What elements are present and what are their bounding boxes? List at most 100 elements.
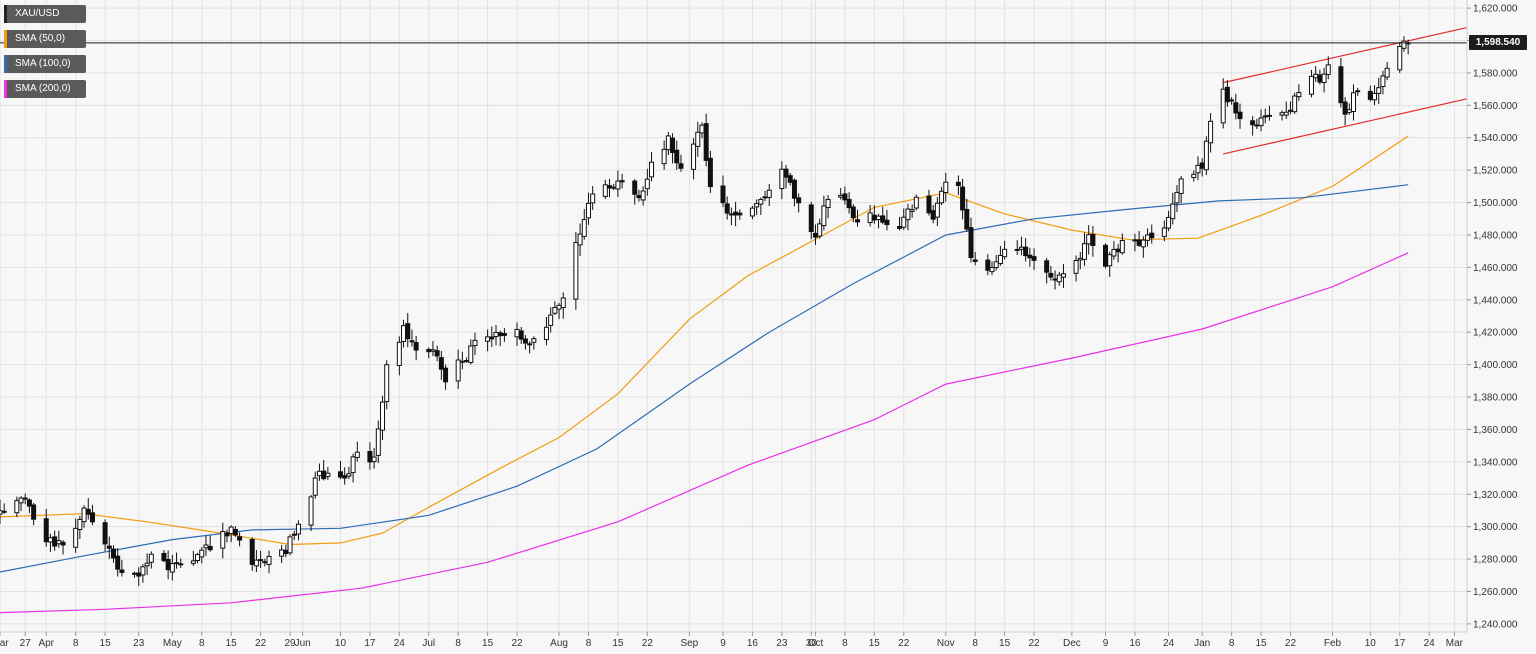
candle (955, 175, 961, 196)
candle-body (1178, 178, 1184, 194)
candle-body (413, 342, 419, 351)
x-tick-label: 8 (586, 638, 592, 649)
candle (295, 520, 301, 541)
candle-body (1031, 256, 1037, 261)
legend-item-xauusd[interactable]: XAU/USD (4, 5, 86, 23)
y-tick-label: 1,300.000 (1473, 522, 1518, 533)
candle (1338, 57, 1344, 108)
candle-body (787, 175, 793, 183)
candle (585, 192, 591, 225)
candle-body (1401, 40, 1407, 49)
x-tick-label: Oct (808, 638, 824, 649)
candle-body (89, 512, 95, 523)
legend-item-sma-50[interactable]: SMA (50,0) (4, 30, 86, 48)
candle (808, 201, 814, 240)
candle (552, 301, 558, 316)
candle-body (22, 497, 28, 500)
candle (913, 194, 919, 211)
candle-body (577, 233, 583, 246)
candle-body (47, 537, 53, 543)
candle-body (1321, 73, 1327, 84)
candle-body (77, 518, 83, 530)
x-tick-label: 24 (1424, 638, 1436, 649)
candle-body (1233, 102, 1239, 114)
candle (438, 351, 444, 380)
x-tick-label: 15 (999, 638, 1011, 649)
candle-body (342, 475, 348, 479)
candle (249, 537, 255, 571)
candle-body (375, 428, 381, 456)
legend-item-sma-200[interactable]: SMA (200,0) (4, 80, 86, 98)
candle-body (733, 211, 739, 216)
candle-body (401, 325, 407, 342)
candle (901, 208, 907, 230)
candle-body (867, 212, 873, 223)
candle-body (493, 331, 499, 338)
candle-body (1191, 173, 1197, 179)
candle (85, 498, 91, 520)
candle-body (808, 204, 814, 233)
legend-label: SMA (200,0) (15, 83, 71, 94)
candle-body (573, 242, 579, 300)
candle (312, 471, 318, 499)
candle (619, 173, 625, 189)
candle-body (632, 180, 638, 195)
candle-body (876, 215, 882, 221)
legend-swatch (4, 55, 7, 73)
candle (31, 502, 37, 526)
candle (1220, 78, 1226, 129)
candle (501, 328, 507, 342)
candle (1224, 80, 1230, 107)
candle-body (115, 555, 121, 570)
x-tick-label: 22 (1028, 638, 1040, 649)
candle (737, 209, 743, 220)
candle-body (943, 181, 949, 193)
candle (1161, 220, 1167, 242)
legend-item-sma-100[interactable]: SMA (100,0) (4, 55, 86, 73)
candle-body (960, 186, 966, 211)
x-tick-label: 29 (284, 638, 296, 649)
candle-body (1283, 111, 1289, 116)
candle-body (178, 563, 184, 566)
candle (993, 254, 999, 271)
x-tick-label: 16 (1129, 638, 1141, 649)
candle (1014, 240, 1020, 255)
candle-body (31, 504, 37, 520)
candle (678, 154, 684, 172)
candle-body (287, 536, 293, 554)
candle (1258, 109, 1264, 132)
candle-body (409, 340, 415, 343)
candle (649, 152, 655, 182)
candle (60, 540, 66, 555)
candle-body (169, 563, 175, 573)
candle (115, 548, 121, 577)
candle-body (119, 569, 125, 573)
legend-label: XAU/USD (15, 8, 60, 19)
candle (1191, 170, 1197, 182)
candle (434, 345, 440, 362)
candle (199, 547, 205, 564)
legend-label: SMA (50,0) (15, 33, 66, 44)
legend-label: SMA (100,0) (15, 58, 71, 69)
candle-body (1380, 75, 1386, 88)
candle-body (749, 207, 755, 217)
candle (1056, 271, 1062, 286)
candle (527, 341, 533, 354)
y-tick-label: 1,440.000 (1473, 295, 1518, 306)
candle-body (901, 216, 907, 228)
candle-body (939, 190, 945, 204)
candle-body (1044, 260, 1050, 273)
candle-body (253, 559, 259, 567)
candle-body (1140, 239, 1146, 248)
sma-line-50 (0, 135, 1409, 546)
x-tick-label: 15 (869, 638, 881, 649)
candle (787, 172, 793, 186)
candle-body (224, 532, 230, 537)
candle (119, 559, 125, 577)
candle-body (560, 297, 566, 309)
candle (855, 209, 861, 227)
candle-body (1237, 111, 1243, 120)
legend-swatch (4, 80, 7, 98)
candle (1380, 70, 1386, 95)
